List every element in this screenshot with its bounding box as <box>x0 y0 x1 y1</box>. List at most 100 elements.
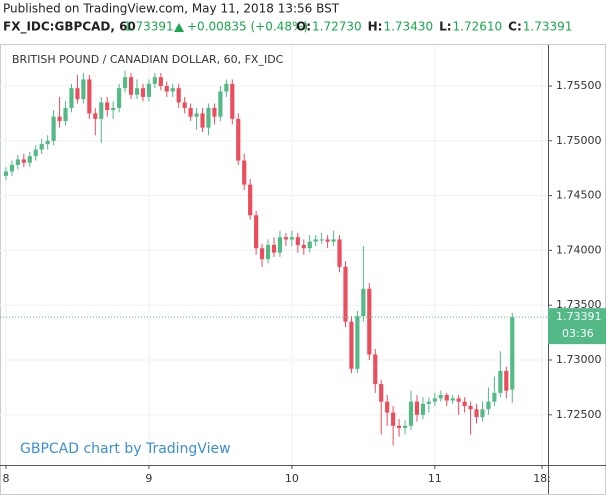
y-tick-label: 1.74000 <box>556 243 602 256</box>
ohlc-value: 1.73391 <box>523 20 573 34</box>
candle-body <box>69 88 74 108</box>
published-note: Published on TradingView.com, May 11, 20… <box>3 2 340 16</box>
ohlc-label: C: <box>508 20 522 34</box>
candle-body <box>408 401 414 426</box>
candle-body <box>492 392 497 402</box>
candle-body <box>75 88 80 100</box>
candle-body <box>301 244 306 249</box>
countdown-label: 03:36 <box>562 327 594 340</box>
candle-body <box>230 83 235 119</box>
candle-body <box>391 412 396 426</box>
candle-body <box>480 409 485 417</box>
candle-body <box>361 288 366 317</box>
change: +0.00835 (+0.48%) <box>187 20 308 34</box>
ohlc-label: O: <box>296 20 311 34</box>
candle-body <box>373 354 378 385</box>
candle-body <box>468 406 473 410</box>
candle-body <box>117 88 122 108</box>
candle-body <box>164 85 169 92</box>
y-tick-label: 1.75000 <box>556 134 602 147</box>
ohlc-label: H: <box>368 20 383 34</box>
symbol-line: FX_IDC:GBPCAD, 60 1.73391 +0.00835 (+0.4… <box>3 20 572 35</box>
candle-body <box>355 316 360 369</box>
candle-body <box>236 118 241 161</box>
candle-body <box>379 384 384 402</box>
candle-body <box>260 248 265 260</box>
y-tick-label: 1.72500 <box>556 408 602 421</box>
candle-body <box>498 370 503 393</box>
last-price: 1.73391 <box>124 20 174 34</box>
candle-body <box>289 237 294 240</box>
candle-body <box>426 401 431 404</box>
candle-body <box>265 244 271 260</box>
candle-body <box>146 83 151 97</box>
candle-body <box>182 102 187 108</box>
candle-body <box>438 395 443 399</box>
candle-body <box>188 107 193 117</box>
x-tick-label: 18: <box>533 472 551 485</box>
candle-body <box>87 79 92 114</box>
candle-body <box>140 88 146 97</box>
candle-body <box>283 237 288 240</box>
y-tick-label: 1.74500 <box>556 189 602 202</box>
candle-body <box>9 164 14 172</box>
candle-body <box>45 140 50 145</box>
candle-body <box>444 395 449 401</box>
candle-body <box>402 425 408 428</box>
x-tick-label: 9 <box>145 472 152 485</box>
ohlc-value: 1.72730 <box>312 20 362 34</box>
candle-body <box>39 144 44 150</box>
candle-body <box>450 398 455 401</box>
candle-body <box>218 91 223 117</box>
candle-body <box>93 113 98 119</box>
candle-body <box>105 102 110 111</box>
candle-body <box>295 237 300 245</box>
candle-body <box>194 113 199 117</box>
candle-body <box>158 77 163 86</box>
candle-body <box>277 237 283 253</box>
x-tick-label: 11 <box>428 472 442 485</box>
last-price-label: 1.73391 <box>556 310 602 323</box>
candle-body <box>27 156 32 163</box>
candle-body <box>128 77 134 95</box>
y-tick-label: 1.73000 <box>556 353 602 366</box>
x-tick-label: 8 <box>2 472 9 485</box>
candle-body <box>200 113 205 128</box>
candle-body <box>367 288 372 355</box>
candle-body <box>486 401 491 410</box>
candle-body <box>170 88 175 92</box>
y-tick-label: 1.75500 <box>556 79 602 92</box>
candle-body <box>510 317 515 390</box>
candle-body <box>21 159 26 163</box>
candle-body <box>81 79 86 100</box>
candle-body <box>3 171 9 176</box>
candle-body <box>248 184 253 216</box>
chart-legend: BRITISH POUND / CANADIAN DOLLAR, 60, FX_… <box>12 53 284 66</box>
candle-body <box>307 241 312 249</box>
candle-body <box>456 398 461 402</box>
up-arrow <box>174 23 184 32</box>
candle-body <box>397 425 402 428</box>
candle-body <box>176 88 181 103</box>
candle-body <box>313 239 318 242</box>
candle-body <box>331 239 336 242</box>
candle-body <box>242 160 247 185</box>
candle-body <box>504 370 509 391</box>
y-tick-label: 1.73500 <box>556 298 602 311</box>
candle-body <box>349 321 354 369</box>
candle-body <box>33 149 38 157</box>
candle-body <box>420 403 425 415</box>
candle-body <box>385 401 390 413</box>
candle-body <box>271 244 277 253</box>
candle-body <box>254 215 259 249</box>
x-tick-label: 10 <box>285 472 299 485</box>
symbol: FX_IDC:GBPCAD, 60 <box>3 20 136 35</box>
candle-body <box>212 107 217 117</box>
candle-body <box>57 116 62 122</box>
watermark: GBPCAD chart by TradingView <box>20 441 231 457</box>
candle-body <box>414 401 420 415</box>
candle-body <box>432 398 437 402</box>
candle-body <box>111 107 116 111</box>
last-price-tag <box>548 308 606 345</box>
